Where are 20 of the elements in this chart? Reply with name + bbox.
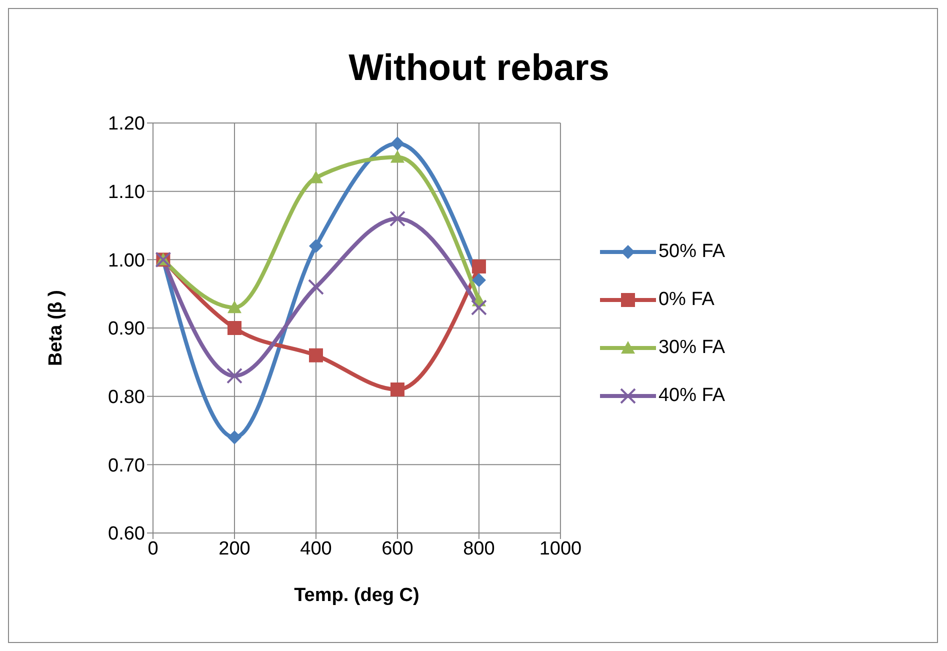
legend-label: 40% FA	[658, 385, 725, 407]
legend-label: 30% FA	[658, 337, 725, 359]
y-tick-label: 0.70	[108, 455, 145, 476]
y-tick-label: 1.10	[108, 182, 145, 204]
x-tick-label: 600	[382, 538, 414, 560]
legend-label: 50% FA	[658, 241, 725, 263]
x-tick-label: 800	[463, 538, 495, 560]
legend-label: 0% FA	[658, 289, 714, 311]
x-tick-label: 1000	[539, 538, 582, 560]
y-tick-label: 1.00	[108, 250, 145, 272]
y-tick-label: 0.80	[108, 387, 145, 408]
x-tick-label: 400	[300, 538, 332, 560]
x-tick-label: 0	[148, 538, 158, 560]
y-axis-title: Beta (β )	[46, 290, 67, 366]
y-tick-label: 1.20	[108, 114, 145, 135]
y-tick-label: 0.90	[108, 318, 145, 340]
x-axis-title: Temp. (deg C)	[294, 585, 420, 606]
chart-title: Without rebars	[348, 47, 610, 89]
y-tick-label: 0.60	[108, 524, 145, 545]
x-tick-label: 200	[218, 538, 250, 560]
